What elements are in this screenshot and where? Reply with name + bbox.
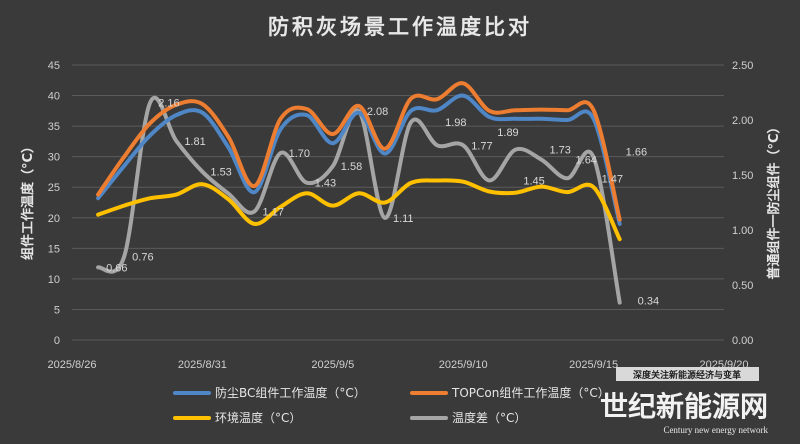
data-label: 1.66 — [626, 146, 647, 158]
data-label: 1.17 — [263, 206, 284, 218]
series-line-topcon — [96, 81, 622, 222]
watermark-brand: 世纪新能源网 — [600, 390, 768, 423]
data-label: 1.11 — [393, 213, 414, 225]
data-label: 1.53 — [210, 167, 231, 179]
y-tick-label: 20 — [48, 213, 60, 225]
y2-tick-label: 2.50 — [732, 60, 753, 72]
data-label: 1.45 — [523, 176, 544, 188]
data-label: 2.16 — [158, 97, 179, 109]
data-label: 1.43 — [315, 178, 336, 190]
data-label: 0.76 — [132, 251, 153, 263]
data-label: 1.73 — [549, 145, 570, 157]
y-tick-label: 30 — [48, 152, 60, 164]
data-label: 1.47 — [602, 173, 623, 185]
y2-tick-label: 2.00 — [732, 115, 753, 127]
right-axis-title: 普通组件一防尘组件（°C） — [766, 120, 782, 279]
legend-item-ambient-label: 环境温度（°C） — [215, 410, 301, 425]
series-line-bc — [96, 93, 622, 226]
data-label: 1.81 — [184, 136, 205, 148]
data-label: 1.58 — [341, 161, 362, 173]
left-axis-ticks: 0 5 10 15 20 25 30 35 40 45 — [48, 60, 60, 347]
data-label: 0.66 — [106, 262, 127, 274]
legend-item-bc-label: 防尘BC组件工作温度（°C） — [215, 385, 366, 400]
data-label: 1.98 — [445, 117, 466, 129]
y-tick-label: 5 — [54, 304, 60, 316]
legend-item-topcon-label: TOPCon组件工作温度（°C） — [451, 385, 610, 400]
y2-tick-label: 0.50 — [732, 280, 753, 292]
data-label: 2.08 — [367, 106, 388, 118]
x-tick-label: 2025/8/26 — [48, 359, 97, 371]
right-axis-ticks: 0.00 0.50 1.00 1.50 2.00 2.50 — [732, 60, 753, 347]
y-tick-label: 10 — [48, 274, 60, 286]
series-lines — [96, 81, 622, 305]
watermark-subtitle: Century new energy network — [663, 425, 768, 435]
data-label: 0.34 — [638, 296, 659, 308]
legend: 防尘BC组件工作温度（°C） TOPCon组件工作温度（°C） 环境温度（°C） 温度… — [173, 385, 610, 425]
y-tick-label: 45 — [48, 60, 60, 72]
x-tick-label: 2025/9/15 — [569, 359, 618, 371]
left-axis-title: 组件工作温度（°C） — [20, 140, 36, 260]
chart-title: 防积灰场景工作温度比对 — [268, 14, 532, 39]
x-tick-label: 2025/9/5 — [311, 359, 354, 371]
gridlines — [72, 64, 724, 341]
watermark: 深度关注新能源经济与变革 世纪新能源网 Century new energy n… — [600, 367, 768, 435]
y2-tick-label: 1.50 — [732, 170, 753, 182]
legend-item-difference-label: 温度差（°C） — [452, 410, 526, 425]
x-tick-label: 2025/8/31 — [178, 359, 227, 371]
y-tick-label: 15 — [48, 243, 60, 255]
data-label: 1.70 — [289, 148, 310, 160]
y2-tick-label: 1.00 — [732, 225, 753, 237]
y-tick-label: 25 — [48, 182, 60, 194]
y-tick-label: 40 — [48, 91, 60, 103]
series-line-ambient — [96, 178, 622, 242]
y-tick-label: 0 — [54, 335, 60, 347]
y2-tick-label: 0.00 — [732, 335, 753, 347]
data-label: 1.64 — [576, 155, 597, 167]
x-tick-label: 2025/9/10 — [439, 359, 488, 371]
data-labels: 0.66 0.76 2.16 1.81 1.53 1.17 1.70 1.43 1.58 2.08… — [106, 97, 659, 307]
data-label: 1.77 — [471, 140, 492, 152]
watermark-tag-bg — [616, 367, 759, 381]
y-tick-label: 35 — [48, 121, 60, 133]
watermark-tag: 深度关注新能源经济与变革 — [633, 369, 741, 381]
data-label: 1.89 — [497, 127, 518, 139]
